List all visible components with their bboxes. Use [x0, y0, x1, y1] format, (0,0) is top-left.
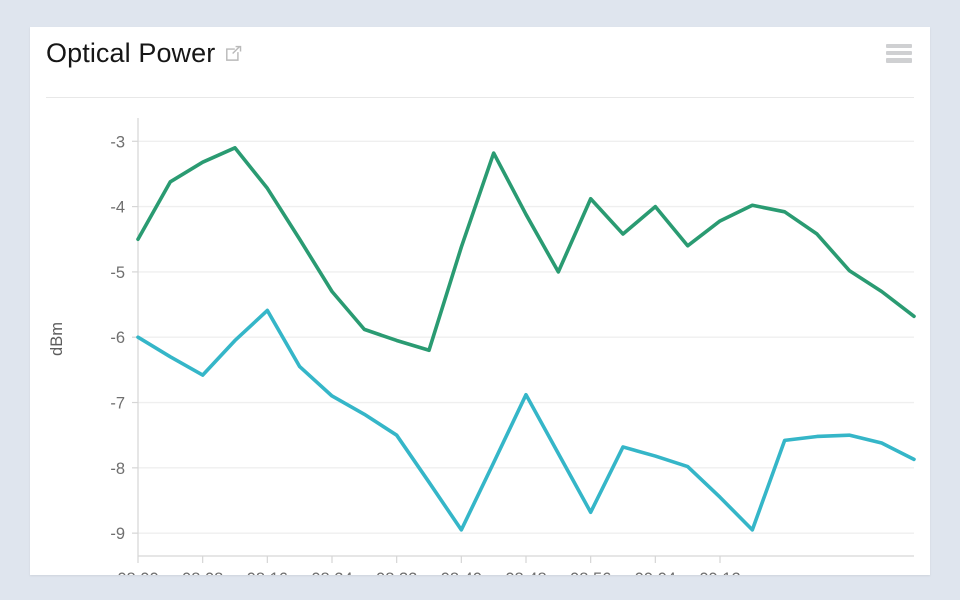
hamburger-bar	[886, 50, 912, 56]
series-line	[136, 308, 916, 532]
x-tick-label: 08:08	[182, 570, 223, 575]
chart-plot-area: -3 -4 -5 -6 -7 -8 -9 08:00 08:08 08:16 08:24 08:32…	[30, 98, 930, 575]
card-header: Optical Power	[30, 27, 930, 98]
x-tick-label: 08:00	[117, 570, 158, 575]
y-tick-label: -8	[110, 460, 125, 478]
x-tick-label: 09:04	[635, 570, 676, 575]
x-tick-label: 09:12	[699, 570, 740, 575]
x-tick-label: 08:16	[247, 570, 288, 575]
y-tick-label: -5	[110, 264, 125, 282]
y-tick-label: -4	[110, 199, 125, 217]
x-tick-label: 08:40	[441, 570, 482, 575]
line-chart[interactable]: -3 -4 -5 -6 -7 -8 -9 08:00 08:08 08:16 08:24 08:32…	[30, 98, 930, 575]
x-tick-label: 08:32	[376, 570, 417, 575]
y-axis-title: dBm	[48, 322, 66, 356]
external-link-icon[interactable]	[224, 44, 243, 63]
y-axis: -3 -4 -5 -6 -7 -8 -9	[110, 118, 139, 556]
y-tick-label: -6	[110, 329, 125, 347]
header-divider	[46, 97, 914, 98]
hamburger-bar	[886, 43, 912, 48]
x-axis: 08:00 08:08 08:16 08:24 08:32 08:40 08:48 08:56…	[117, 555, 914, 575]
y-tick-label: -9	[110, 525, 125, 543]
page-title: Optical Power	[46, 37, 216, 68]
y-axis-title-group: dBm	[48, 322, 66, 356]
card-title-group: Optical Power	[46, 37, 243, 68]
optical-power-card: Optical Power -3-4-5-6-7-8-9 08:0008:080…	[30, 27, 930, 575]
hamburger-menu-icon[interactable]	[886, 43, 912, 63]
series-lines	[136, 146, 916, 532]
y-tick-label: -7	[110, 395, 125, 413]
y-gridlines	[138, 140, 914, 534]
x-tick-label: 08:24	[311, 570, 352, 575]
hamburger-bar	[886, 58, 912, 63]
y-tick-label: -3	[110, 133, 125, 151]
x-tick-label: 08:56	[570, 570, 611, 575]
x-tick-label: 08:48	[505, 570, 546, 575]
series-line	[136, 146, 916, 353]
